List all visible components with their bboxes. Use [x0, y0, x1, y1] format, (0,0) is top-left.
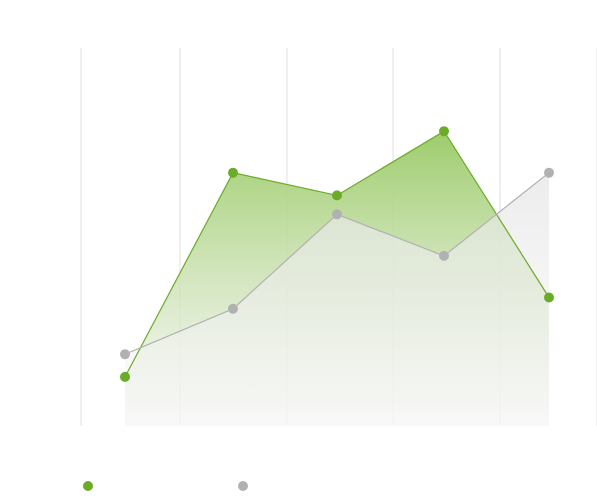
- data-point-series-2-5[interactable]: [544, 167, 554, 178]
- data-point-series-1-4[interactable]: [439, 126, 449, 137]
- data-point-series-1-5[interactable]: [544, 292, 554, 303]
- legend: [0, 476, 597, 496]
- legend-item-series-1[interactable]: [83, 480, 99, 492]
- data-point-series-1-1[interactable]: [120, 371, 130, 382]
- series-points: [120, 126, 554, 382]
- data-point-series-1-3[interactable]: [332, 190, 342, 201]
- data-point-series-2-3[interactable]: [332, 209, 342, 220]
- data-point-series-2-4[interactable]: [439, 250, 449, 261]
- legend-marker-series-1: [83, 481, 93, 491]
- data-point-series-2-2[interactable]: [228, 303, 238, 314]
- series-area-2: [125, 172, 549, 426]
- legend-item-series-2[interactable]: [238, 480, 254, 492]
- legend-marker-series-2: [238, 481, 248, 491]
- series-areas: [125, 131, 549, 426]
- data-point-series-2-1[interactable]: [120, 349, 130, 360]
- data-point-series-1-2[interactable]: [228, 167, 238, 178]
